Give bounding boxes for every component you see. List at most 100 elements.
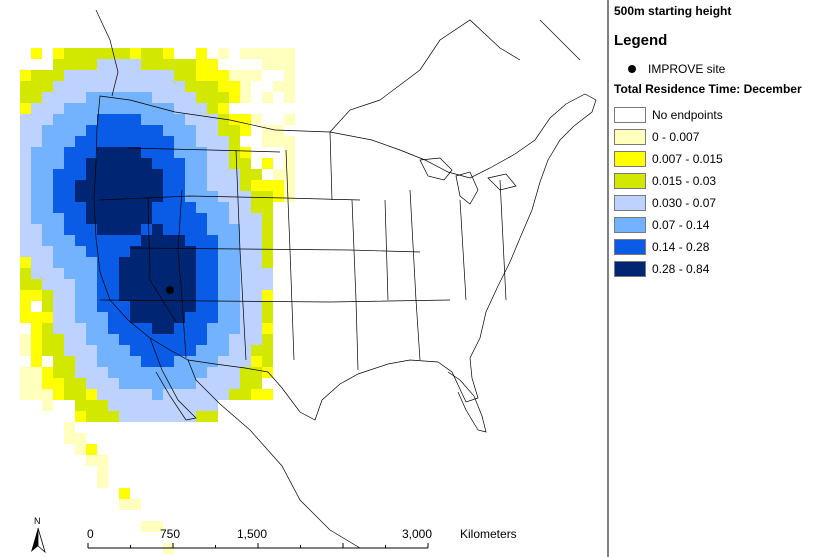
residence-cell [196, 213, 207, 224]
residence-cell [53, 169, 64, 180]
residence-cell [97, 246, 108, 257]
residence-cell [229, 213, 240, 224]
residence-cell [42, 180, 53, 191]
residence-cell [207, 125, 218, 136]
residence-cell [130, 345, 141, 356]
residence-cell [229, 290, 240, 301]
residence-cell [185, 81, 196, 92]
residence-cell [152, 114, 163, 125]
residence-cell [31, 389, 42, 400]
residence-cell [152, 213, 163, 224]
residence-cell [229, 268, 240, 279]
residence-cell [174, 268, 185, 279]
residence-cell [130, 48, 141, 59]
residence-cell [64, 323, 75, 334]
residence-cell [75, 70, 86, 81]
residence-cell [64, 246, 75, 257]
residence-cell [42, 147, 53, 158]
residence-cell [75, 268, 86, 279]
residence-cell [108, 59, 119, 70]
residence-cell [86, 81, 97, 92]
residence-cell [207, 411, 218, 422]
residence-cell [240, 114, 251, 125]
residence-cell [196, 235, 207, 246]
residence-cell [207, 92, 218, 103]
residence-cell [152, 191, 163, 202]
residence-cell [185, 323, 196, 334]
residence-cell [53, 224, 64, 235]
residence-cell [218, 213, 229, 224]
residence-cell [42, 125, 53, 136]
residence-cell [152, 312, 163, 323]
residence-cell [75, 367, 86, 378]
residence-cell [42, 312, 53, 323]
residence-time-title: Total Residence Time: December [614, 82, 802, 96]
residence-cell [108, 147, 119, 158]
residence-cell [141, 301, 152, 312]
residence-cell [119, 378, 130, 389]
residence-cell [119, 400, 130, 411]
residence-cell [53, 323, 64, 334]
residence-cell [229, 301, 240, 312]
residence-cell [108, 169, 119, 180]
residence-cell [229, 169, 240, 180]
residence-cell [251, 70, 262, 81]
residence-cell [240, 224, 251, 235]
residence-cell [75, 147, 86, 158]
residence-cell [75, 103, 86, 114]
residence-cell [75, 48, 86, 59]
residence-cell [262, 312, 273, 323]
residence-cell [251, 356, 262, 367]
residence-cell [207, 70, 218, 81]
residence-cell [174, 114, 185, 125]
residence-cell [53, 59, 64, 70]
residence-cell [196, 224, 207, 235]
residence-cell [218, 158, 229, 169]
residence-cell [20, 191, 31, 202]
residence-cell [218, 48, 229, 59]
residence-cell [262, 59, 273, 70]
residence-cell [64, 257, 75, 268]
residence-cell [152, 521, 163, 532]
residence-cell [108, 224, 119, 235]
residence-cell [75, 290, 86, 301]
north-arrow-right-half [37, 527, 46, 554]
residence-cell [53, 125, 64, 136]
residence-cell [42, 400, 53, 411]
residence-cell [185, 158, 196, 169]
residence-cell [185, 169, 196, 180]
residence-cell [42, 70, 53, 81]
residence-cell [207, 202, 218, 213]
residence-cell [141, 158, 152, 169]
residence-cell [130, 279, 141, 290]
residence-cell [75, 356, 86, 367]
residence-cell [152, 345, 163, 356]
residence-cell [20, 345, 31, 356]
residence-cell [31, 169, 42, 180]
residence-cell [130, 268, 141, 279]
residence-cell [185, 114, 196, 125]
residence-cell [141, 246, 152, 257]
residence-cell [185, 257, 196, 268]
residence-cell [53, 147, 64, 158]
residence-cell [262, 202, 273, 213]
residence-cell [152, 279, 163, 290]
residence-cell [42, 345, 53, 356]
residence-cell [119, 59, 130, 70]
residence-cell [163, 202, 174, 213]
residence-cell [130, 169, 141, 180]
residence-cell [207, 312, 218, 323]
residence-cell [240, 312, 251, 323]
residence-cell [86, 389, 97, 400]
residence-cell [229, 246, 240, 257]
residence-cell [141, 367, 152, 378]
residence-cell [152, 136, 163, 147]
residence-cell [218, 279, 229, 290]
residence-cell [86, 191, 97, 202]
residence-cell [152, 147, 163, 158]
residence-cell [97, 455, 108, 466]
residence-cell [97, 158, 108, 169]
residence-cell [20, 136, 31, 147]
residence-cell [163, 213, 174, 224]
residence-cell [174, 169, 185, 180]
